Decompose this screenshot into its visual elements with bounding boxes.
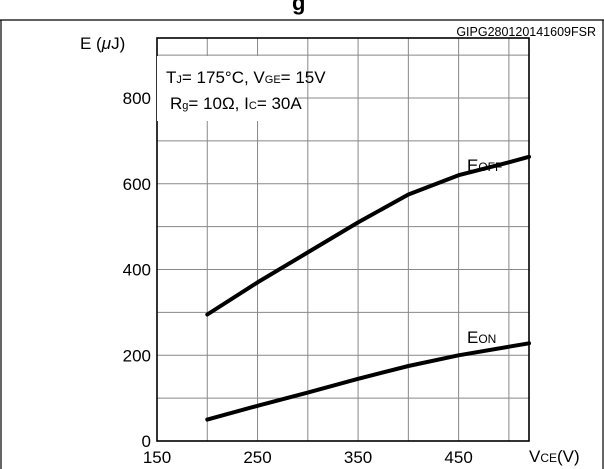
series-line-eon [205,341,531,422]
y-tick-label: 400 [123,261,151,280]
y-tick-label: 600 [123,175,151,194]
series-lines [205,154,531,422]
y-tick-label: 800 [123,89,151,108]
y-tick-label: 200 [123,346,151,365]
conditions-line-1: TJ= 175°C, VGE= 15V [166,68,326,87]
series-label-eon: EON [467,328,496,347]
y-axis-label: E (μJ) [80,34,125,53]
series-label-eoff: EOFF [467,156,502,175]
plot-frame [156,37,530,442]
x-tick-label: 450 [444,448,472,467]
series-line-eoff [205,154,531,317]
figure-id: GIPG280120141609FSR [456,25,596,39]
grid-lines [157,38,529,441]
conditions-line-2: Rg= 10Ω, IC= 30A [170,94,302,113]
y-tick-label: 0 [142,432,151,451]
x-tick-label: 250 [243,448,271,467]
x-tick-label: 350 [344,448,372,467]
conditions-box [157,56,298,121]
chart-title-fragment: g [292,0,305,15]
tick-labels: 150 250 350 450 0 200 400 600 800 [123,89,473,467]
x-tick-label: 150 [143,448,171,467]
x-axis-label: VCE(V) [529,447,580,466]
